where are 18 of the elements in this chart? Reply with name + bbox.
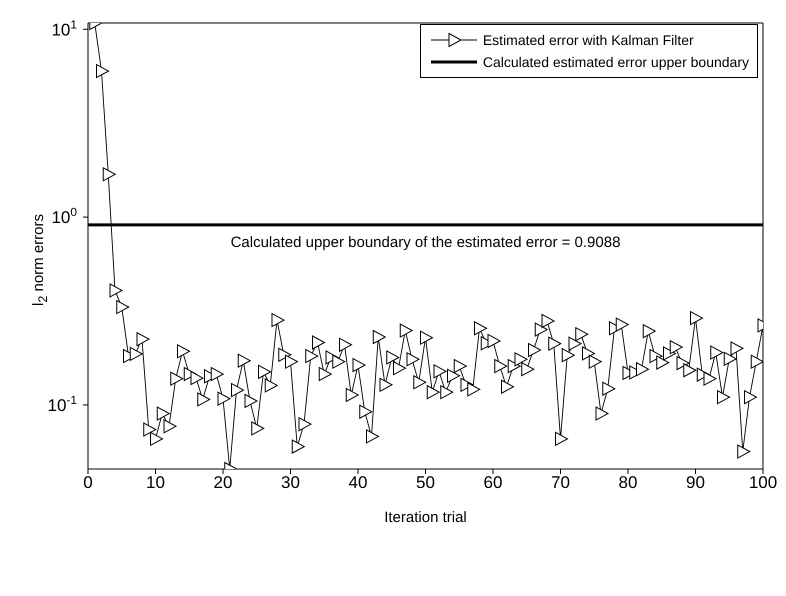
x-tick-label: 70 [551, 473, 570, 492]
legend-label: Estimated error with Kalman Filter [482, 32, 694, 48]
x-tick-label: 90 [686, 473, 705, 492]
x-tick-label: 80 [618, 473, 638, 492]
x-tick-label: 0 [83, 473, 93, 492]
x-tick-label: 50 [416, 473, 435, 492]
x-axis-title: Iteration trial [384, 509, 467, 526]
y-tick-label: 10$^{0}$ [51, 205, 78, 228]
x-tick-label: 30 [281, 473, 300, 492]
annotation: Calculated upper boundary of the estimated error = 0.9088 [230, 234, 620, 251]
x-tick-label: 60 [484, 473, 502, 492]
y-tick-label: 10$^{-1}$ [48, 392, 78, 415]
x-tick-label: 100 [748, 473, 778, 492]
x-tick-label: 10 [146, 473, 165, 492]
y-tick-label: 10$^{1}$ [51, 17, 78, 40]
legend-label: Calculated estimated error upper boundary [482, 54, 749, 70]
x-tick-label: 40 [348, 473, 368, 492]
x-tick-label: 20 [214, 473, 232, 492]
